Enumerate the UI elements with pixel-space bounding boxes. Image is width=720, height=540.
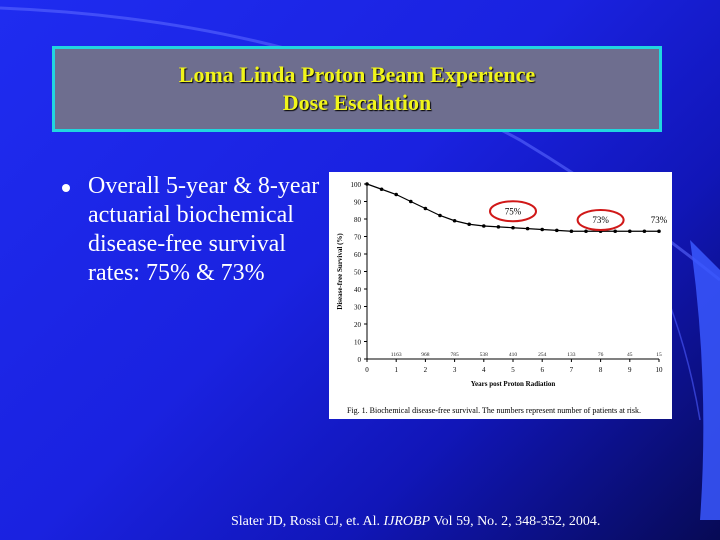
- annotation-label: 73%: [592, 215, 609, 225]
- at-risk-label: 45: [627, 352, 633, 358]
- y-tick-label: 40: [354, 286, 362, 294]
- x-tick-label: 0: [365, 366, 369, 374]
- x-tick-label: 1: [394, 366, 398, 374]
- data-point: [394, 192, 398, 197]
- survival-figure: 0 10 20 30 40 50 60 70 80 90 100 0 1 2 3 4 5 6 7 8 9 10 1163 96…: [329, 172, 672, 419]
- y-tick-label: 20: [354, 321, 362, 329]
- citation-journal: IJROBP: [383, 514, 431, 529]
- at-risk-label: 254: [538, 352, 547, 358]
- y-tick-label: 10: [354, 339, 362, 347]
- data-point: [525, 226, 530, 231]
- at-risk-label: 785: [450, 352, 459, 358]
- citation-authors: Slater JD, Rossi CJ, et. Al.: [231, 514, 384, 529]
- annotation-label: 73%: [651, 215, 668, 225]
- bullet-icon: [62, 184, 70, 192]
- at-risk-label: 410: [509, 352, 518, 358]
- x-tick-label: 9: [628, 366, 632, 374]
- x-tick-label: 10: [656, 366, 664, 374]
- data-point: [496, 225, 501, 229]
- data-point: [657, 229, 661, 234]
- annotation-circle: [576, 209, 625, 231]
- data-point: [438, 213, 442, 218]
- citation: Slater JD, Rossi CJ, et. Al. IJROBP Vol …: [231, 514, 600, 530]
- citation-details: Vol 59, No. 2, 348-352, 2004.: [430, 514, 601, 529]
- annotation-circle: [489, 200, 537, 223]
- at-risk-label: 133: [567, 352, 576, 358]
- y-axis-label: Disease-free Survival (%): [336, 233, 344, 310]
- y-tick-label: 30: [354, 304, 362, 312]
- y-tick-label: 100: [351, 181, 362, 189]
- x-axis-label: Years post Proton Radiation: [471, 380, 556, 388]
- figure-caption: Fig. 1. Biochemical disease-free surviva…: [347, 406, 641, 415]
- x-tick-label: 5: [511, 366, 515, 374]
- data-point: [642, 229, 647, 234]
- x-tick-label: 4: [482, 366, 486, 374]
- data-point: [467, 222, 471, 227]
- data-point: [540, 227, 544, 232]
- data-point: [511, 225, 515, 230]
- data-point: [584, 229, 588, 234]
- at-risk-label: 1163: [391, 352, 402, 358]
- data-point: [555, 228, 559, 233]
- y-tick-label: 60: [354, 251, 362, 259]
- at-risk-label: 15: [656, 352, 662, 358]
- x-tick-label: 6: [540, 366, 544, 374]
- data-point: [409, 199, 413, 204]
- x-tick-label: 2: [424, 366, 428, 374]
- y-tick-label: 0: [358, 356, 362, 364]
- x-tick-label: 8: [599, 366, 603, 374]
- x-tick-label: 3: [453, 366, 457, 374]
- y-tick-label: 50: [354, 269, 362, 277]
- data-point: [482, 224, 486, 228]
- bullet-text: Overall 5-year & 8-year actuarial bioche…: [88, 173, 320, 286]
- data-point: [613, 229, 617, 234]
- y-tick-label: 80: [354, 216, 362, 224]
- at-risk-label: 76: [598, 352, 604, 358]
- slide-title-line-1: Loma Linda Proton Beam Experience: [178, 62, 536, 87]
- y-tick-label: 90: [354, 199, 362, 207]
- data-point: [423, 206, 428, 211]
- data-point: [628, 229, 632, 234]
- at-risk-label: 968: [421, 352, 430, 358]
- y-tick-label: 70: [354, 234, 362, 242]
- data-point: [365, 182, 369, 186]
- data-point: [569, 229, 574, 234]
- at-risk-label: 538: [480, 352, 489, 358]
- data-point: [452, 218, 457, 223]
- data-point: [379, 187, 384, 192]
- annotation-label: 75%: [505, 206, 522, 216]
- x-tick-label: 7: [570, 366, 574, 374]
- title-box: Loma Linda Proton Beam Experience Dose E…: [52, 46, 662, 132]
- slide-title-line-2: Dose Escalation: [282, 90, 432, 115]
